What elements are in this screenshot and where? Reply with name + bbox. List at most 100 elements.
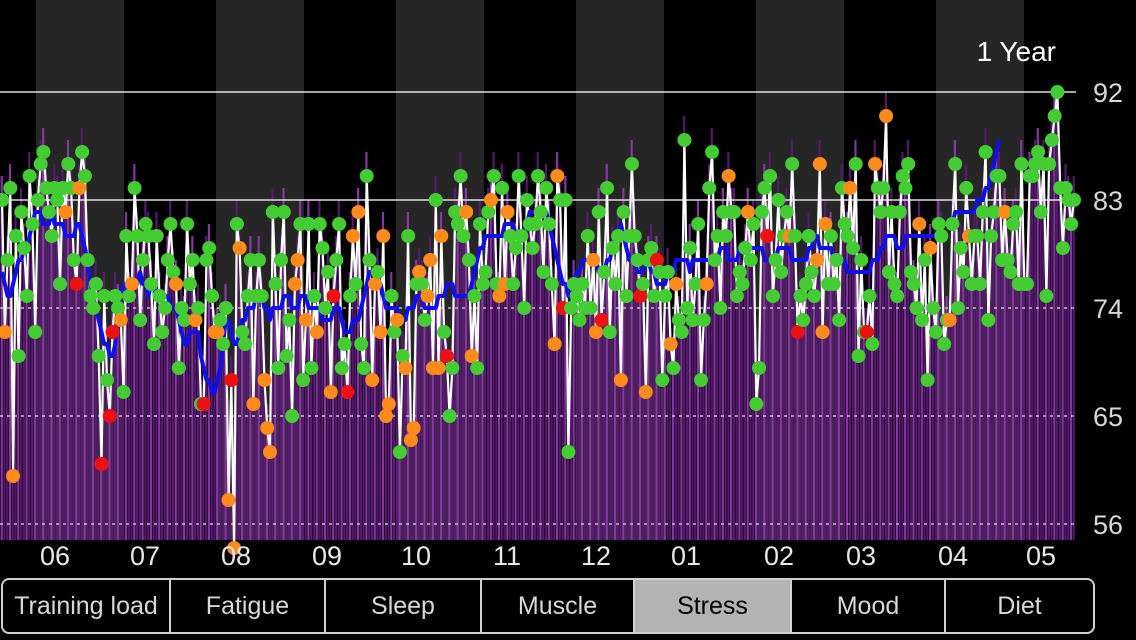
- daily-bar: [257, 236, 260, 540]
- daily-bar: [113, 272, 117, 540]
- daily-bar: [428, 236, 432, 540]
- daily-bar: [445, 332, 448, 540]
- data-point-good: [644, 241, 659, 255]
- daily-bar: [857, 332, 860, 540]
- data-point-good: [356, 361, 371, 375]
- data-point-good: [978, 145, 993, 159]
- daily-bar: [594, 308, 597, 540]
- data-point-good: [1000, 253, 1015, 267]
- data-point-good: [660, 265, 675, 279]
- data-point-good: [1031, 145, 1046, 159]
- daily-bar: [998, 152, 1001, 540]
- daily-bar: [191, 236, 194, 540]
- daily-bar: [754, 380, 758, 540]
- daily-bar: [652, 272, 655, 540]
- daily-bar: [644, 368, 647, 540]
- tab-stress[interactable]: Stress: [635, 580, 792, 632]
- data-point-mid: [0, 325, 12, 339]
- data-point-good: [837, 217, 852, 231]
- daily-bar: [823, 200, 827, 540]
- daily-bar: [790, 140, 794, 540]
- daily-bar: [329, 368, 332, 540]
- stress-chart: 92 83 74 65 56 06 07 08 09 10 11 12 01 02 03 04 05: [0, 0, 1123, 571]
- data-point-good: [801, 229, 816, 243]
- daily-bar: [437, 344, 440, 540]
- daily-bar: [591, 236, 595, 540]
- daily-bar: [939, 212, 943, 540]
- daily-bar: [420, 260, 423, 540]
- daily-bar: [1056, 92, 1059, 540]
- daily-bar: [951, 200, 954, 540]
- daily-bar: [912, 260, 915, 540]
- daily-bar: [572, 260, 575, 540]
- data-point-good: [437, 325, 452, 339]
- gridlines: [0, 91, 1076, 525]
- daily-bar: [31, 200, 34, 540]
- data-point-mid: [298, 313, 313, 327]
- data-point-good: [533, 205, 548, 219]
- daily-bar: [782, 212, 785, 540]
- daily-bar: [138, 296, 141, 540]
- range-label[interactable]: 1 Year: [976, 36, 1056, 67]
- data-point-good: [1033, 205, 1048, 219]
- daily-bar: [602, 248, 606, 540]
- data-point-bad: [439, 349, 454, 363]
- data-point-good: [854, 253, 869, 267]
- daily-bar: [8, 164, 12, 540]
- daily-bar: [658, 248, 661, 540]
- daily-bar: [285, 332, 288, 540]
- data-point-good: [475, 277, 490, 291]
- daily-bar: [238, 224, 241, 540]
- data-point-good: [851, 349, 866, 363]
- daily-bar: [19, 188, 23, 540]
- daily-bar: [917, 200, 921, 540]
- daily-bar: [765, 212, 769, 540]
- tab-mood[interactable]: Mood: [792, 580, 946, 632]
- daily-bar: [387, 380, 390, 540]
- data-point-good: [307, 289, 322, 303]
- data-point-good: [876, 181, 891, 195]
- data-point-good: [945, 217, 960, 231]
- data-point-good: [163, 217, 178, 231]
- daily-bar: [964, 164, 968, 540]
- data-point-mid: [843, 181, 858, 195]
- data-point-good: [688, 277, 703, 291]
- tab-diet[interactable]: Diet: [997, 591, 1042, 620]
- tab-muscle[interactable]: Muscle: [482, 580, 635, 632]
- daily-bar: [213, 308, 216, 540]
- daily-bar: [1039, 188, 1042, 540]
- tab-training-load[interactable]: Training load: [3, 580, 171, 632]
- daily-bar: [450, 344, 454, 540]
- daily-bar: [503, 260, 506, 540]
- data-point-mid: [6, 469, 21, 483]
- daily-bar: [531, 224, 534, 540]
- data-point-mid: [367, 277, 382, 291]
- data-point-good: [887, 277, 902, 291]
- data-point-mid: [246, 397, 261, 411]
- daily-bar: [655, 236, 658, 540]
- data-point-good: [787, 229, 802, 243]
- data-point-good: [77, 169, 92, 183]
- daily-bar: [116, 284, 119, 540]
- data-point-mid: [406, 421, 421, 435]
- data-point-good: [119, 229, 134, 243]
- daily-bar: [710, 128, 713, 540]
- daily-bar: [843, 200, 846, 540]
- daily-bar: [848, 164, 852, 540]
- x-tick-label: 06: [40, 541, 70, 571]
- data-point-good: [561, 445, 576, 459]
- data-point-good: [796, 313, 811, 327]
- daily-bar: [771, 272, 774, 540]
- data-point-good: [873, 205, 888, 219]
- data-point-good: [348, 277, 363, 291]
- daily-bar: [434, 176, 437, 540]
- daily-bar: [439, 212, 443, 540]
- data-point-good: [318, 301, 333, 315]
- data-point-good: [674, 325, 689, 339]
- tab-sleep[interactable]: Sleep: [326, 580, 482, 632]
- daily-bar: [310, 344, 313, 540]
- data-point-good: [25, 217, 40, 231]
- data-point-good: [738, 241, 753, 255]
- tab-fatigue[interactable]: Fatigue: [171, 580, 326, 632]
- daily-bar: [815, 236, 818, 540]
